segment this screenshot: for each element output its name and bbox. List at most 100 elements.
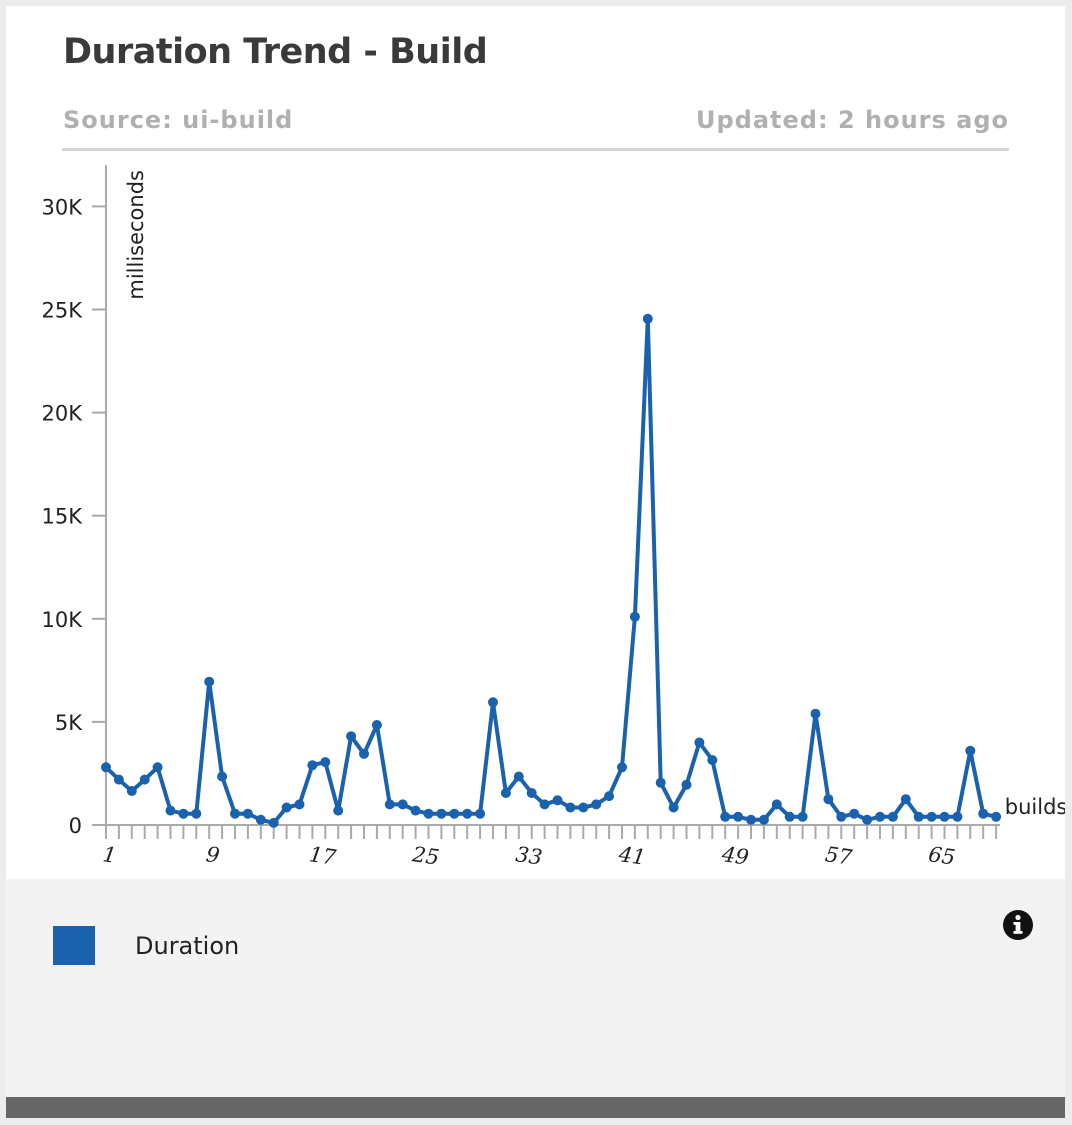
data-point: [320, 757, 331, 768]
data-point: [359, 748, 369, 759]
data-point: [668, 802, 679, 813]
data-point: [255, 814, 266, 825]
data-point: [823, 794, 834, 805]
chart-title: Duration Trend - Build: [63, 32, 488, 72]
data-point: [371, 720, 382, 730]
data-point: [978, 808, 989, 819]
data-point: [268, 817, 279, 828]
bottom-bar: [6, 1097, 1065, 1118]
data-point: [694, 737, 705, 748]
data-point: [410, 805, 421, 816]
data-point: [191, 808, 202, 819]
x-axis-title: builds: [1005, 795, 1065, 819]
data-point: [281, 802, 292, 813]
x-tick-label: 9: [205, 842, 222, 868]
data-point: [681, 779, 692, 790]
data-point: [126, 786, 137, 796]
data-point: [862, 814, 873, 825]
data-point: [913, 811, 924, 822]
data-point: [526, 788, 537, 798]
legend-label-duration[interactable]: Duration: [135, 932, 240, 960]
data-point: [952, 811, 963, 822]
duration-line-chart: 0 5K 10K 15K 20K 25K 30K 1 9 17 25 33 41 49 57 65 millis…: [42, 165, 1065, 870]
data-point: [887, 811, 898, 822]
data-point: [488, 697, 498, 708]
data-point: [965, 745, 976, 756]
data-point: [875, 811, 885, 822]
data-point: [900, 794, 911, 805]
data-point: [642, 313, 653, 324]
chart-meta-row: Source: ui-build Updated: 2 hours ago: [62, 106, 1009, 151]
data-point: [733, 811, 744, 822]
data-point: [513, 771, 524, 782]
data-point: [771, 799, 782, 810]
source-label: Source: ui-build: [63, 106, 294, 134]
chart-card: Duration Trend - Build Source: ui-build …: [6, 6, 1065, 1118]
series-line-duration: [104, 316, 997, 825]
data-point: [604, 791, 615, 802]
y-tick-label: 5K: [55, 711, 83, 735]
data-point: [333, 805, 344, 816]
data-point: [307, 760, 318, 771]
x-tick-label: 33: [514, 842, 544, 869]
data-point: [346, 731, 357, 742]
data-point: [629, 611, 640, 622]
data-point: [539, 799, 550, 810]
data-point: [797, 811, 808, 822]
data-point: [707, 755, 718, 765]
y-tick-label: 20K: [42, 402, 84, 426]
data-point: [655, 777, 666, 788]
data-point: [242, 808, 253, 819]
data-point: [758, 814, 769, 825]
data-point: [384, 799, 395, 810]
y-tick-label: 15K: [42, 505, 84, 529]
y-tick-label: 30K: [42, 195, 84, 219]
data-point: [152, 762, 163, 773]
data-point: [939, 811, 950, 822]
x-tick-label: 41: [616, 842, 647, 870]
data-point: [139, 774, 150, 785]
data-point: [849, 808, 860, 819]
y-tick-label: 0: [69, 814, 82, 838]
updated-label: Updated: 2 hours ago: [696, 106, 1009, 134]
data-point: [462, 808, 473, 819]
data-point: [294, 799, 305, 810]
data-point: [926, 811, 937, 822]
data-point: [784, 811, 795, 822]
data-point: [720, 811, 731, 822]
data-point: [436, 808, 447, 819]
data-point: [113, 774, 124, 785]
data-point: [423, 808, 434, 819]
legend-panel: Duration: [6, 879, 1065, 1097]
x-tick-label: 49: [720, 842, 751, 870]
data-point: [178, 808, 189, 819]
data-point: [500, 788, 511, 798]
x-tick-label: 25: [410, 842, 441, 870]
data-point: [991, 811, 1002, 822]
data-point: [230, 808, 240, 819]
data-point: [617, 762, 627, 773]
x-tick-label: 1: [101, 842, 118, 868]
data-point: [810, 708, 821, 719]
data-point: [578, 802, 589, 813]
x-tick-label: 17: [308, 842, 338, 870]
data-point: [591, 799, 602, 810]
y-axis-title: milliseconds: [124, 170, 148, 300]
data-point: [449, 808, 460, 819]
legend-swatch-duration[interactable]: [53, 926, 95, 965]
data-point: [746, 814, 756, 825]
y-tick-label: 10K: [42, 608, 84, 632]
data-point: [397, 799, 408, 810]
x-tick-label: 57: [824, 842, 854, 870]
data-point: [836, 811, 847, 822]
info-icon[interactable]: [1002, 909, 1034, 941]
data-point: [165, 805, 176, 816]
data-point: [217, 771, 228, 782]
y-tick-label: 25K: [42, 299, 84, 323]
data-point: [101, 762, 111, 773]
data-point: [552, 795, 563, 806]
x-tick-label: 65: [927, 842, 957, 869]
data-point: [204, 676, 215, 687]
data-point: [475, 808, 486, 819]
data-point: [565, 802, 576, 813]
